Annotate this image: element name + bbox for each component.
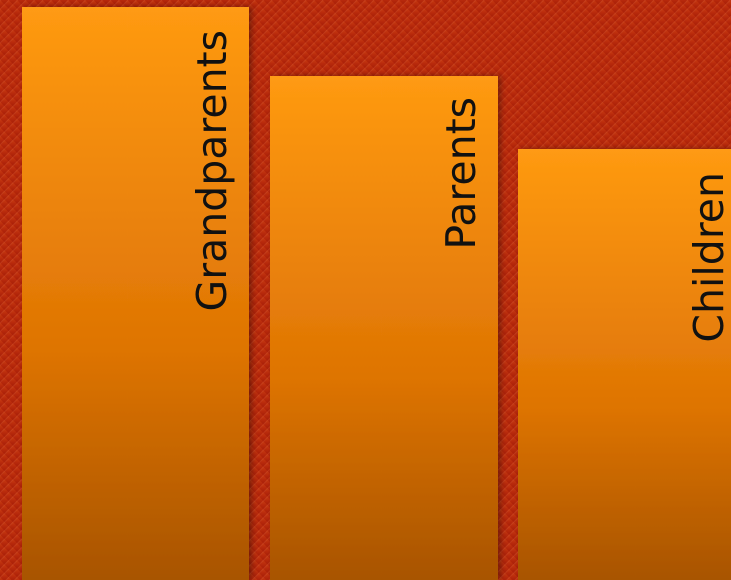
label: Parents — [437, 97, 485, 250]
label: Grandparents — [188, 30, 236, 312]
label: Children — [685, 172, 731, 343]
bar-grandparents — [22, 7, 249, 580]
bar-children — [518, 149, 731, 580]
bar-parents — [270, 76, 498, 580]
